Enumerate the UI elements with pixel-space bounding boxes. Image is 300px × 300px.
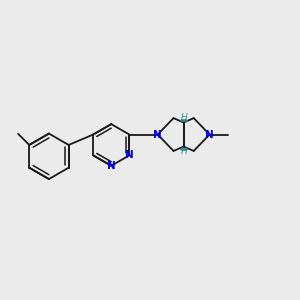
Text: H: H [180,147,187,156]
Text: N: N [125,150,134,161]
Text: N: N [107,161,116,171]
Text: N: N [153,130,162,140]
Text: N: N [205,130,214,140]
Text: H: H [180,113,187,122]
